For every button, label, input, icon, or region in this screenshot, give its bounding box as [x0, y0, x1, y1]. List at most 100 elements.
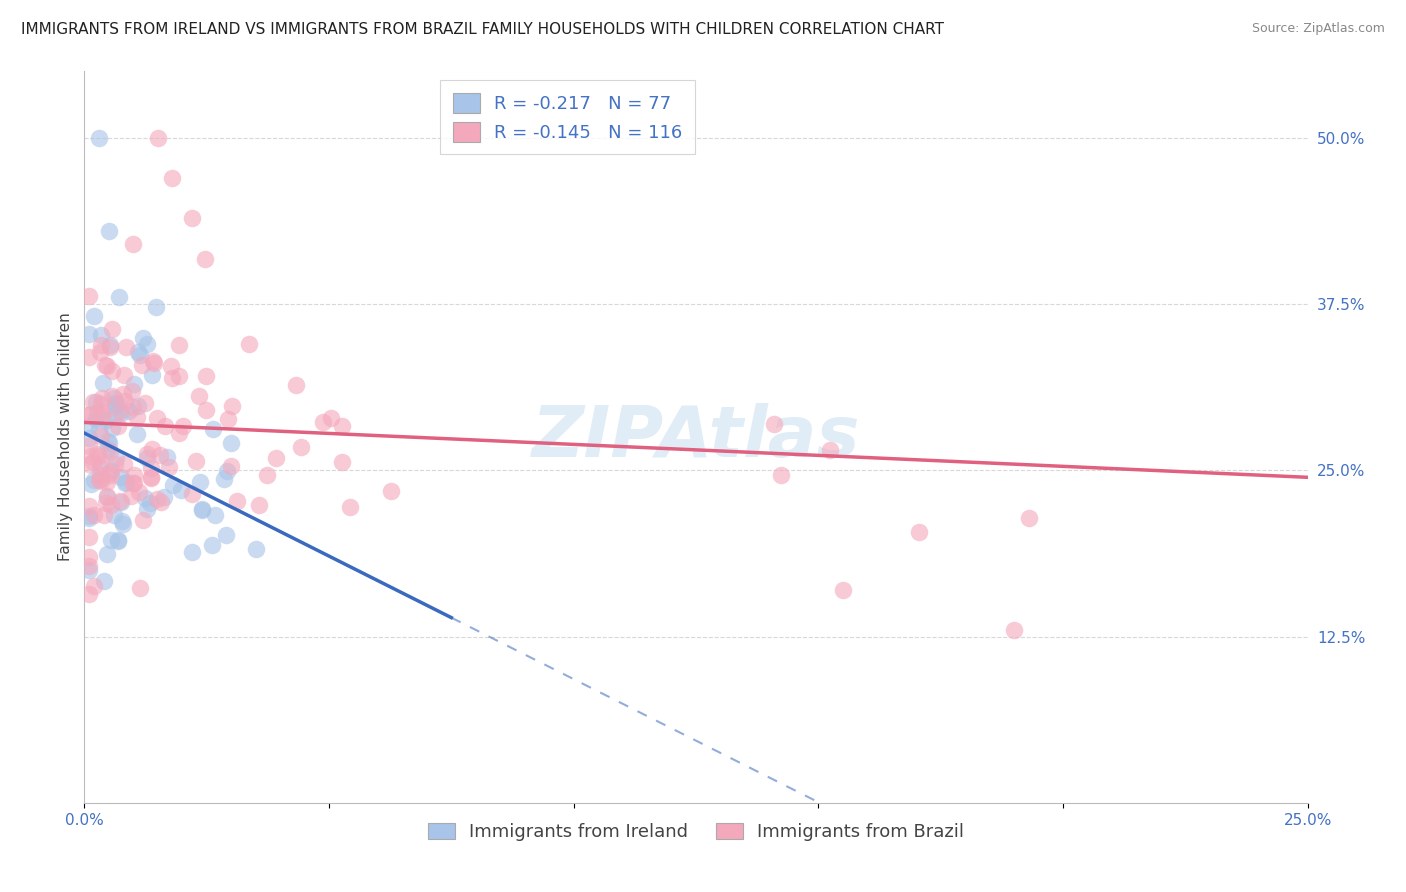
Point: [908, 525, 931, 540]
Point: [83, 473, 105, 487]
Point: [80, 476, 103, 491]
Point: [103, 409, 125, 424]
Point: [217, 411, 239, 425]
Point: [112, 368, 135, 382]
Point: [110, 406, 132, 420]
Point: [311, 415, 333, 429]
Point: [90, 397, 112, 411]
Point: [89, 472, 111, 486]
Point: [215, 528, 238, 542]
Point: [100, 533, 122, 548]
Point: [181, 545, 204, 559]
Point: [150, 494, 173, 508]
Point: [93, 508, 115, 522]
Legend: Immigrants from Ireland, Immigrants from Brazil: Immigrants from Ireland, Immigrants from…: [420, 816, 972, 848]
Point: [94, 496, 117, 510]
Point: [96, 490, 118, 504]
Point: [83, 508, 105, 522]
Point: [110, 469, 132, 483]
Point: [1018, 511, 1040, 525]
Point: [169, 426, 191, 441]
Point: [97, 224, 120, 238]
Text: IMMIGRANTS FROM IRELAND VS IMMIGRANTS FROM BRAZIL FAMILY HOUSEHOLDS WITH CHILDRE: IMMIGRANTS FROM IRELAND VS IMMIGRANTS FR…: [21, 22, 943, 37]
Point: [136, 447, 159, 461]
Point: [330, 455, 353, 469]
Point: [122, 476, 145, 491]
Point: [89, 449, 111, 463]
Point: [226, 493, 249, 508]
Point: [77, 559, 100, 574]
Point: [90, 474, 112, 488]
Point: [96, 547, 118, 561]
Point: [135, 450, 157, 465]
Point: [86, 406, 108, 420]
Point: [160, 359, 183, 373]
Point: [247, 498, 270, 512]
Point: [115, 475, 138, 490]
Point: [762, 417, 785, 432]
Point: [330, 419, 353, 434]
Point: [290, 440, 312, 454]
Point: [142, 353, 165, 368]
Y-axis label: Family Households with Children: Family Households with Children: [58, 313, 73, 561]
Point: [100, 322, 122, 336]
Point: [77, 408, 100, 422]
Point: [93, 574, 115, 588]
Point: [103, 508, 125, 522]
Point: [148, 448, 170, 462]
Point: [83, 579, 105, 593]
Point: [108, 404, 131, 418]
Point: [79, 407, 101, 421]
Point: [83, 309, 105, 323]
Point: [100, 464, 122, 478]
Point: [184, 454, 207, 468]
Point: [89, 468, 111, 483]
Point: [122, 467, 145, 482]
Point: [77, 457, 100, 471]
Point: [77, 289, 100, 303]
Point: [153, 419, 176, 434]
Point: [110, 495, 132, 509]
Point: [155, 450, 177, 464]
Text: ZIPAtlas: ZIPAtlas: [531, 402, 860, 472]
Point: [110, 494, 132, 508]
Point: [201, 422, 224, 436]
Point: [104, 457, 127, 471]
Point: [319, 411, 342, 425]
Point: [127, 409, 149, 424]
Point: [100, 421, 122, 435]
Point: [77, 431, 100, 445]
Point: [107, 419, 129, 434]
Point: [131, 358, 153, 372]
Point: [264, 450, 287, 465]
Point: [134, 491, 156, 505]
Point: [105, 451, 128, 466]
Point: [87, 422, 110, 436]
Point: [100, 498, 122, 512]
Point: [157, 460, 180, 475]
Point: [284, 378, 307, 392]
Point: [96, 475, 118, 489]
Point: [339, 500, 361, 514]
Point: [98, 340, 121, 354]
Point: [146, 491, 169, 506]
Point: [77, 550, 100, 565]
Point: [107, 534, 129, 549]
Point: [87, 131, 110, 145]
Point: [100, 468, 122, 483]
Point: [194, 252, 217, 266]
Point: [219, 436, 242, 450]
Point: [114, 393, 136, 408]
Point: [141, 470, 163, 484]
Point: [90, 405, 112, 419]
Point: [128, 484, 150, 499]
Point: [77, 511, 100, 525]
Point: [256, 467, 278, 482]
Point: [107, 533, 129, 547]
Point: [115, 341, 138, 355]
Point: [162, 477, 184, 491]
Point: [101, 389, 124, 403]
Point: [107, 290, 129, 304]
Point: [818, 442, 841, 457]
Point: [114, 476, 136, 491]
